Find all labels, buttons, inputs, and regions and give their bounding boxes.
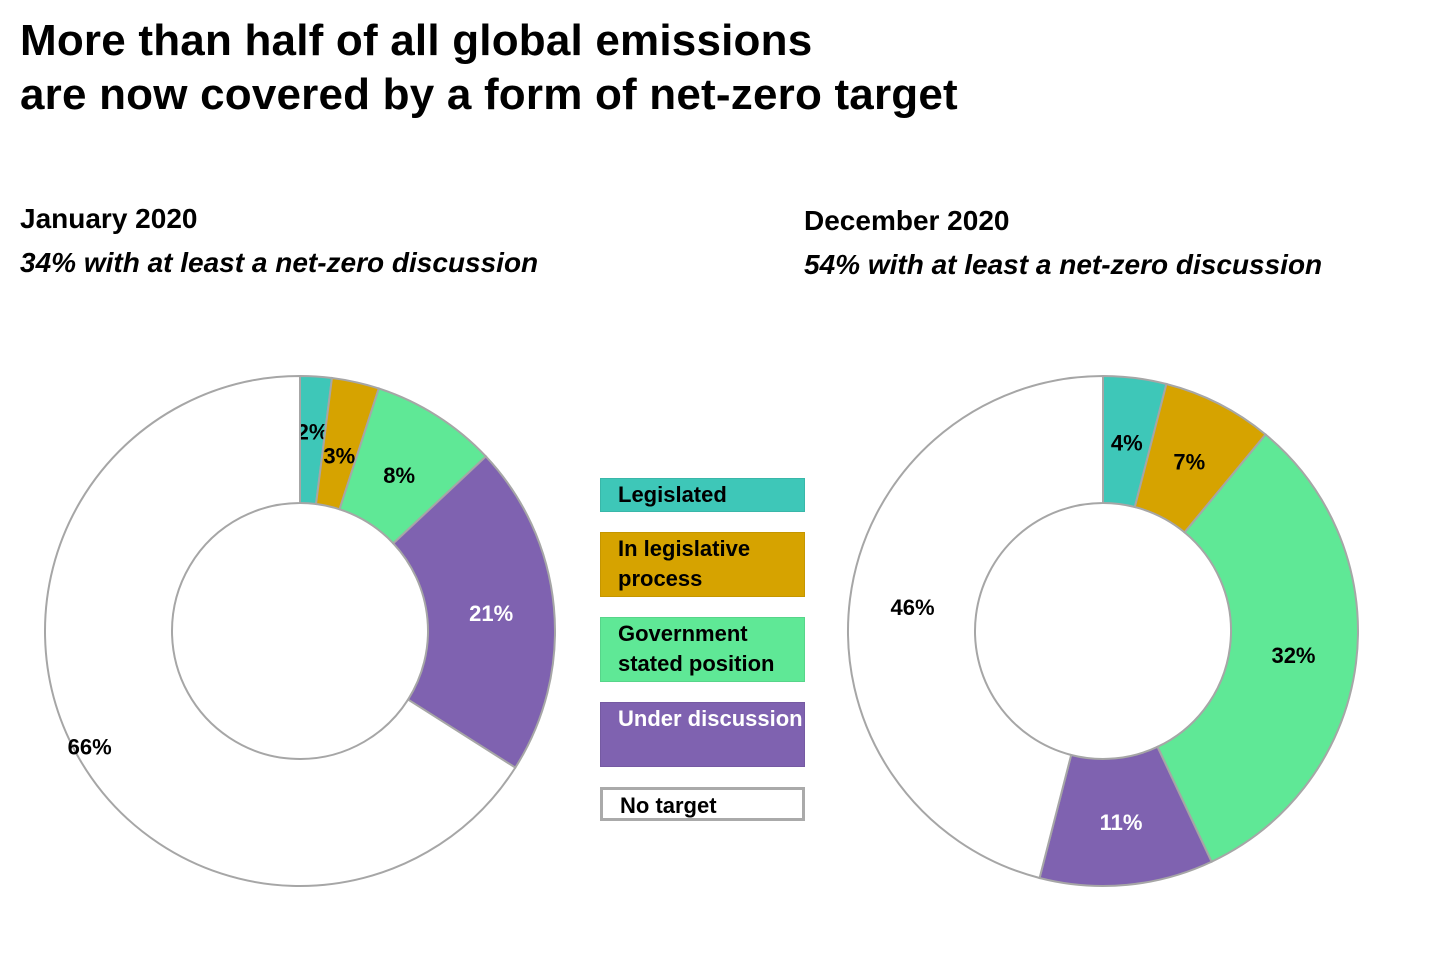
donut-1-slice-government-stated-position [1156,433,1359,864]
donut-0-label-no-target: 66% [68,735,112,760]
legend-item-in-legislative-process: In legislative process [600,532,805,597]
legend-label-under-discussion: Under discussion [618,706,803,731]
right-panel-subtitle: 54% with at least a net-zero discussion [804,249,1323,280]
title-line-1: More than half of all global emissions [20,16,813,65]
donut-0-slice-no-target [44,374,517,887]
legend-item-under-discussion: Under discussion [600,702,805,767]
donut-1-label-legislated: 4% [1111,430,1143,455]
donut-0-label-under-discussion: 21% [469,601,513,626]
donut-1-label-under-discussion: 11% [1100,810,1143,835]
donut-0-label-government-stated-position: 8% [383,463,415,488]
legend-item-government-stated-position: Government stated position [600,617,805,682]
left-panel-subtitle: 34% with at least a net-zero discussion [20,247,539,278]
right-panel-title: December 2020 [804,205,1010,236]
chart-title: More than half of all global emissions a… [20,14,958,122]
donut-0-slice-under-discussion [391,455,556,770]
legend-label-in-legislative-process: In legislative process [618,536,751,591]
title-line-2: are now covered by a form of net-zero ta… [20,70,958,119]
donut-1-slice-no-target [847,374,1104,880]
donut-1-label-government-stated-position: 32% [1271,643,1315,668]
donut-1-label-in-legislative-process: 7% [1173,450,1205,475]
donut-1-label-no-target: 46% [890,595,934,620]
legend-label-legislated: Legislated [618,482,727,507]
left-panel-title: January 2020 [20,203,198,234]
donut-0-label-in-legislative-process: 3% [323,443,355,468]
legend-item-legislated: Legislated [600,478,805,512]
legend-label-no-target: No target [620,793,717,818]
legend-label-government-stated-position: Government stated position [618,621,775,676]
legend-item-no-target: No target [600,787,805,821]
